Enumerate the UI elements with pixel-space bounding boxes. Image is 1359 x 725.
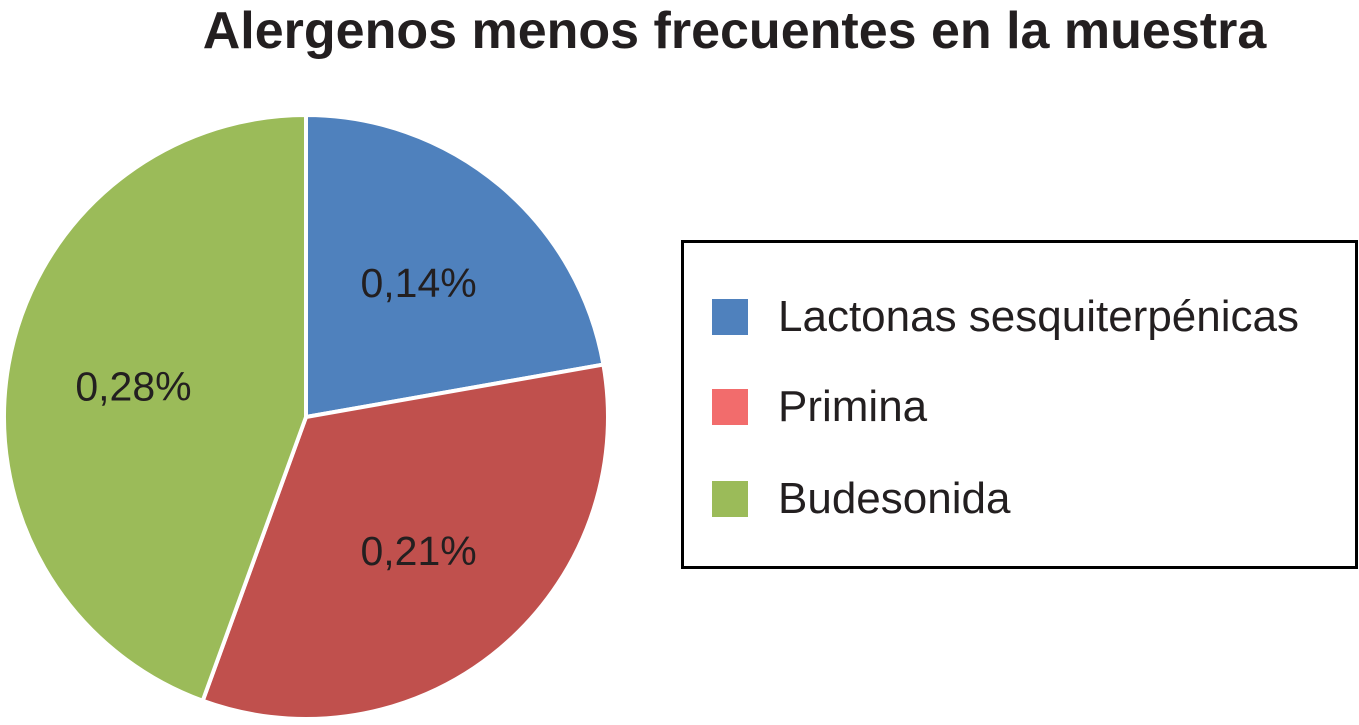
chart-title: Alergenos menos frecuentes en la muestra [202, 2, 1267, 60]
slice-label-primina: 0,21% [360, 528, 476, 574]
legend-item-budesonida: Budesonida [712, 469, 1010, 529]
slice-budesonida [2, 113, 308, 703]
legend-item-lactonas: Lactonas sesquiterpénicas [712, 287, 1299, 347]
pie-chart: 0,14% 0,21% 0,28% [2, 113, 610, 721]
legend: Lactonas sesquiterpénicas Primina Budeso… [681, 240, 1358, 569]
pie-slices [2, 113, 610, 721]
legend-swatch-budesonida [712, 481, 748, 517]
legend-swatch-lactonas [712, 299, 748, 335]
slice-lactonas [304, 113, 606, 419]
slice-primina [200, 362, 610, 721]
legend-label-budesonida: Budesonida [778, 474, 1011, 523]
slice-label-lactonas: 0,14% [360, 260, 476, 306]
legend-label-lactonas: Lactonas sesquiterpénicas [778, 292, 1299, 341]
slice-label-budesonida: 0,28% [75, 364, 191, 410]
legend-swatch-primina [712, 389, 748, 425]
legend-label-primina: Primina [778, 382, 928, 431]
legend-item-primina: Primina [712, 377, 927, 437]
pie-slice-labels: 0,14% 0,21% 0,28% [75, 260, 476, 574]
